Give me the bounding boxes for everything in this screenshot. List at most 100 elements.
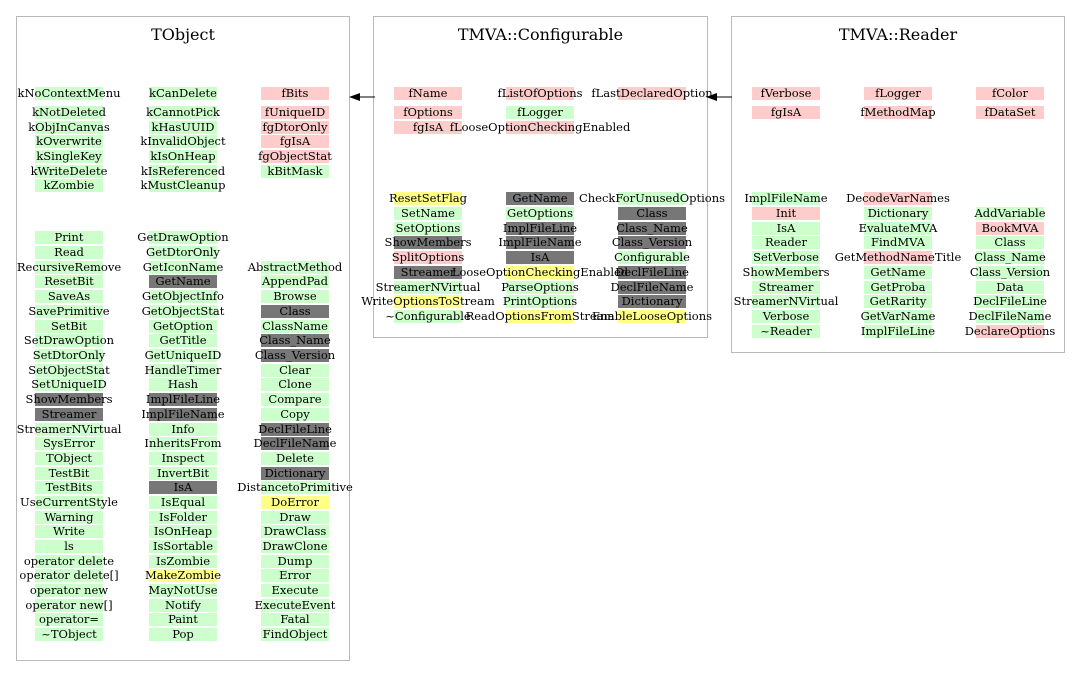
class-member: fgIsA [378, 121, 478, 134]
class-member: StreamerNVirtual [376, 281, 480, 294]
member-label: fListOfOptions [497, 86, 583, 100]
member-label: ParseOptions [501, 280, 579, 294]
class-member: ~TObject [21, 628, 117, 641]
class-member: fgIsA [736, 106, 836, 119]
member-highlight [261, 481, 329, 494]
member-highlight [149, 540, 217, 553]
class-member: GetOption [133, 320, 233, 333]
member-label: StreamerNVirtual [16, 422, 122, 436]
member-highlight [261, 349, 329, 362]
member-label: Error [279, 568, 311, 582]
class-member: BookMVA [960, 222, 1060, 235]
class-member: EvaluateMVA [848, 222, 948, 235]
class-member: operator= [21, 613, 117, 626]
member-label: Class [636, 206, 668, 220]
member-label: Class_Name [259, 333, 331, 347]
member-highlight [149, 467, 217, 480]
member-label: InvertBit [156, 466, 210, 480]
class-member: Hash [133, 378, 233, 391]
member-label: fgObjectStat [258, 149, 332, 163]
class-member: kIsReferenced [133, 165, 233, 178]
member-highlight [752, 295, 820, 308]
class-member: ~Reader [736, 325, 836, 338]
member-label: kZombie [43, 178, 95, 192]
member-highlight [149, 290, 217, 303]
class-member: DrawClone [245, 540, 345, 553]
class-member: Fatal [245, 613, 345, 626]
member-label: DeclareOptions [964, 324, 1056, 338]
class-member: UseCurrentStyle [20, 496, 118, 509]
class-member: GetMethodNameTitle [835, 251, 961, 264]
class-member: DoError [245, 496, 345, 509]
class-member: Class [602, 207, 702, 220]
class-member: fgDtorOnly [245, 121, 345, 134]
member-highlight [261, 87, 329, 100]
member-highlight [976, 106, 1044, 119]
member-highlight [506, 222, 574, 235]
class-member: SaveAs [21, 290, 117, 303]
class-member: GetName [490, 192, 590, 205]
member-highlight [149, 584, 217, 597]
member-highlight [752, 236, 820, 249]
member-highlight [394, 266, 462, 279]
class-member: SetVerbose [736, 251, 836, 264]
member-label: Read [54, 245, 84, 259]
member-label: fgIsA [770, 105, 802, 119]
class-member: operator delete [21, 555, 117, 568]
member-label: Notify [164, 598, 202, 612]
class-member: Write [21, 525, 117, 538]
member-label: WriteOptionsToStream [361, 294, 495, 308]
member-highlight [35, 320, 103, 333]
class-member: PrintOptions [490, 295, 590, 308]
class-member: SetUniqueID [21, 378, 117, 391]
member-label: GetName [155, 274, 211, 288]
member-label: AppendPad [261, 274, 329, 288]
class-member: ImplFileName [490, 236, 590, 249]
class-member: Class_Version [960, 266, 1060, 279]
member-label: SplitOptions [391, 250, 465, 264]
class-member: fMethodMap [848, 106, 948, 119]
member-highlight [35, 496, 103, 509]
member-highlight [35, 275, 103, 288]
member-highlight [35, 261, 103, 274]
member-label: InheritsFrom [144, 436, 222, 450]
member-highlight [261, 628, 329, 641]
class-member: GetRarity [848, 295, 948, 308]
member-highlight [261, 393, 329, 406]
class-member: SetObjectStat [21, 364, 117, 377]
member-label: fColor [991, 86, 1029, 100]
member-highlight [864, 251, 932, 264]
member-highlight [618, 192, 686, 205]
class-member: kZombie [21, 179, 117, 192]
member-label: IsEqual [160, 495, 206, 509]
class-member: StreamerNVirtual [734, 295, 838, 308]
class-member: fColor [960, 87, 1060, 100]
class-member: Draw [245, 511, 345, 524]
member-label: MakeZombie [144, 568, 222, 582]
member-label: ~Reader [760, 324, 812, 338]
member-label: fUniqueID [264, 105, 326, 119]
member-label: RecursiveRemove [16, 260, 122, 274]
member-label: kMustCleanup [140, 178, 226, 192]
member-label: Print [54, 230, 84, 244]
member-highlight [394, 106, 462, 119]
member-label: fgIsA [279, 134, 311, 148]
class-member: fUniqueID [245, 106, 345, 119]
member-highlight [618, 87, 686, 100]
member-label: Inspect [161, 451, 205, 465]
member-label: IsSortable [152, 539, 214, 553]
class-member: ResetSetFlag [378, 192, 478, 205]
member-highlight [149, 378, 217, 391]
member-label: SetName [401, 206, 455, 220]
member-label: ReadOptionsFromStream [465, 309, 615, 323]
class-member: GetObjectInfo [133, 290, 233, 303]
member-label: GetTitle [159, 333, 207, 347]
class-member: kNotDeleted [21, 106, 117, 119]
member-label: SetVerbose [753, 250, 819, 264]
member-label: Draw [279, 510, 311, 524]
member-highlight [261, 555, 329, 568]
member-label: operator new [29, 583, 109, 597]
member-highlight [261, 378, 329, 391]
class-member: GetName [848, 266, 948, 279]
member-highlight [35, 87, 103, 100]
